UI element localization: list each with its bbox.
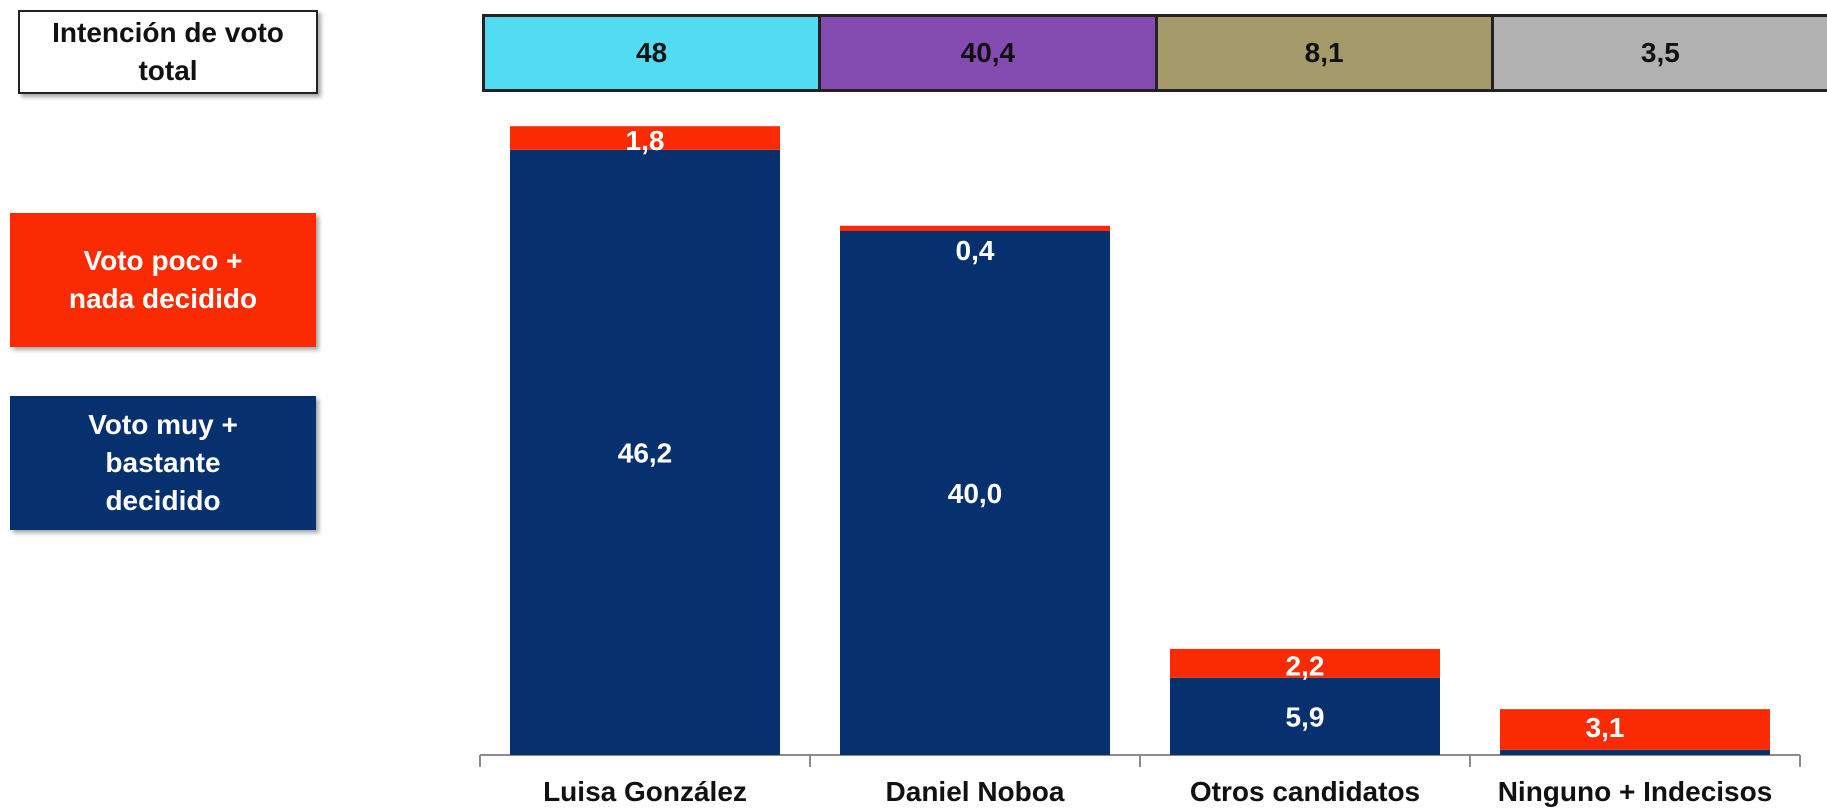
bar-undecided-3 [1170,648,1440,678]
legend-title-box: Intención de voto total [18,10,318,94]
total-value-4: 3,5 [1640,37,1680,68]
category-label: Otros candidatos [1190,776,1420,807]
legend-low-label: Voto poco + nada decidido [68,245,258,314]
category-label: Luisa González [543,776,747,807]
total-value-2: 40,4 [960,37,1016,68]
bar-value-label: 3,1 [1586,712,1625,743]
bar-value-label: 2,2 [1286,650,1325,681]
category-label: Daniel Noboa [886,776,1065,807]
total-segment-3: 8,1 [1157,17,1494,89]
bar-value-label: 40,0 [948,478,1003,509]
legend-high-decided: Voto muy + bastante decidido [10,396,316,530]
legend-high-label: Voto muy + bastante decidido [88,409,238,516]
bar-value-label: 46,2 [618,437,673,468]
bar-undecided-4 [1500,709,1770,750]
total-segment-4: 3,5 [1493,17,1827,89]
bar-decided-4 [1500,749,1770,755]
total-value-1: 48 [636,37,668,68]
legend-low-decided: Voto poco + nada decidido [10,213,316,347]
total-intention-bar: 48 40,4 8,1 3,5 [482,14,1827,92]
category-label: Ninguno + Indecisos [1498,776,1773,807]
bar-undecided-1 [510,126,780,150]
bar-value-label: 1,8 [626,125,665,156]
bar-decided-3 [1170,677,1440,755]
bar-decided-2 [840,231,1110,755]
bar-decided-1 [510,149,780,755]
total-segment-2: 40,4 [821,17,1158,89]
bar-undecided-2 [840,225,1110,231]
bar-value-label: 5,9 [1286,701,1325,732]
total-segment-1: 48 [485,17,822,89]
bar-value-label: 0,4 [956,235,995,266]
legend-title: Intención de voto total [52,17,284,86]
total-value-3: 8,1 [1304,37,1344,68]
